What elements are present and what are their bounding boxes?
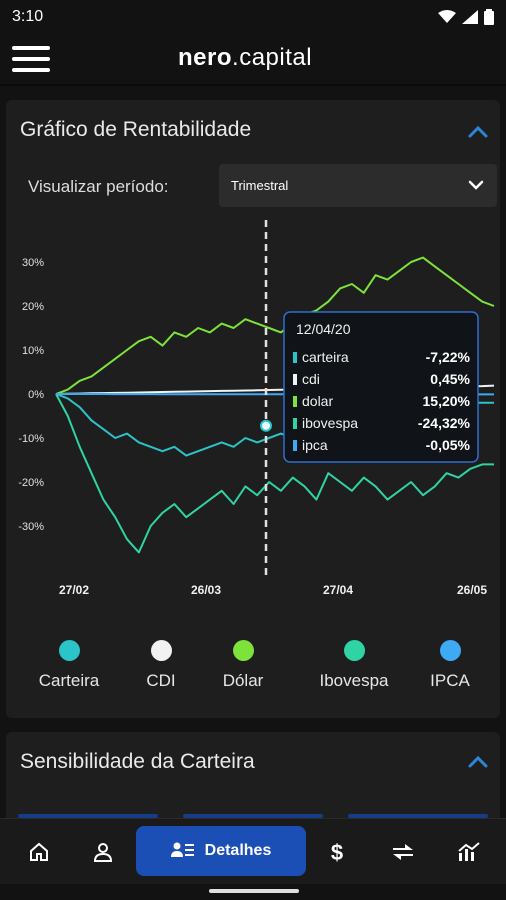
period-select[interactable]: Trimestral [219, 164, 497, 207]
sensitivity-option-tab[interactable] [18, 814, 158, 818]
series-line-ibovespa [55, 393, 494, 554]
x-tick-label: 27/04 [323, 583, 353, 597]
legend-dot [232, 640, 254, 661]
nero-capital-logo: nero.capital [178, 44, 312, 72]
dollar-icon: $ [331, 840, 343, 864]
tooltip-value: 15,20% [423, 393, 471, 409]
y-tick-label: 30% [22, 257, 44, 269]
legend-label: Dólar [222, 671, 264, 690]
menu-icon-line [12, 57, 50, 61]
y-tick-label: -10% [18, 433, 44, 445]
tooltip-date: 12/04/20 [296, 321, 351, 337]
tooltip-label: dolar [302, 393, 333, 409]
bottom-navigation: Detalhes $ [0, 818, 506, 884]
legend-dot [150, 640, 172, 661]
legend-item-carteira[interactable]: Carteira [24, 640, 114, 691]
signal-icon [462, 10, 478, 24]
tooltip-value: 0,45% [430, 371, 470, 387]
legend-dot [439, 640, 461, 661]
tooltip-swatch [293, 396, 297, 407]
home-icon [30, 842, 48, 861]
collapse-chevron-icon[interactable] [466, 750, 490, 774]
tooltip-swatch [293, 418, 297, 429]
sensitivity-option-tab[interactable] [348, 814, 488, 818]
sensitivity-card-title: Sensibilidade da Carteira [20, 750, 255, 773]
period-select-value: Trimestral [231, 178, 289, 193]
nav-profile-button[interactable] [86, 835, 120, 869]
x-tick-label: 26/05 [457, 583, 487, 597]
period-label: Visualizar período: [28, 177, 169, 196]
status-icons [438, 9, 494, 25]
y-tick-label: -30% [18, 521, 44, 533]
legend-item-ibovespa[interactable]: Ibovespa [309, 640, 399, 691]
person-icon [93, 843, 113, 862]
menu-icon-line [12, 68, 50, 72]
chevron-down-icon [468, 180, 484, 190]
legend-item-dólar[interactable]: Dólar [198, 640, 288, 691]
chart-legend: Carteira CDI Dólar Ibovespa IPCA [6, 640, 500, 700]
y-tick-label: -20% [18, 477, 44, 489]
tooltip-swatch [293, 440, 297, 451]
status-bar: 3:10 [0, 0, 506, 34]
legend-dot [58, 640, 80, 661]
y-tick-label: 10% [22, 345, 44, 357]
y-tick-label: 20% [22, 301, 44, 313]
legend-item-ipca[interactable]: IPCA [405, 640, 495, 691]
x-tick-label: 27/02 [59, 583, 89, 597]
details-icon [170, 842, 194, 857]
svg-text:$: $ [331, 840, 343, 864]
nav-details-label: Detalhes [204, 842, 272, 859]
sensitivity-option-tab[interactable] [183, 814, 323, 818]
status-time: 3:10 [12, 8, 44, 25]
crosshair-point [260, 419, 272, 432]
tooltip-label: carteira [302, 349, 349, 365]
tooltip-value: -7,22% [426, 349, 471, 365]
performance-line-chart[interactable]: 30% 20% 10% 0% -10% -20% -30% 27/02 26/03 27/04 2… [6, 220, 500, 600]
nav-details-button[interactable]: Detalhes [136, 826, 306, 876]
tooltip-swatch [293, 352, 297, 363]
app-bar: nero.capital [0, 34, 506, 86]
legend-item-cdi[interactable]: CDI [116, 640, 206, 691]
battery-icon [484, 9, 494, 25]
chart-card-title: Gráfico de Rentabilidade [20, 118, 252, 141]
menu-button[interactable] [12, 46, 50, 72]
logo-dot: . [232, 44, 240, 71]
chart-tooltip [283, 311, 479, 463]
wifi-icon [438, 10, 456, 23]
performance-chart-card: Gráfico de Rentabilidade Visualizar perí… [6, 100, 500, 718]
legend-label: Carteira [38, 671, 100, 690]
tooltip-label: ibovespa [302, 415, 358, 431]
collapse-chevron-icon[interactable] [466, 120, 490, 144]
logo-bold: nero [178, 44, 233, 71]
home-indicator [209, 889, 299, 893]
nav-transfer-button[interactable] [386, 835, 420, 869]
legend-label: IPCA [430, 671, 470, 690]
logo-light: capital [239, 44, 313, 71]
series-line-dólar [55, 256, 495, 395]
tooltip-value: -24,32% [418, 415, 471, 431]
legend-label: Ibovespa [319, 671, 389, 690]
transfer-icon [393, 844, 413, 860]
nav-finance-button[interactable]: $ [320, 835, 354, 869]
legend-label: CDI [146, 671, 176, 690]
nav-home-button[interactable] [22, 835, 56, 869]
y-tick-label: 0% [28, 389, 44, 401]
tooltip-label: cdi [302, 371, 320, 387]
nav-chart-button[interactable] [452, 835, 486, 869]
legend-dot [343, 640, 365, 661]
x-tick-label: 26/03 [191, 583, 221, 597]
tooltip-swatch [293, 374, 297, 385]
chart-icon [458, 842, 480, 861]
sensitivity-card: Sensibilidade da Carteira [6, 732, 500, 832]
tooltip-label: ipca [302, 437, 328, 453]
menu-icon-line [12, 46, 50, 50]
tooltip-value: -0,05% [426, 437, 471, 453]
